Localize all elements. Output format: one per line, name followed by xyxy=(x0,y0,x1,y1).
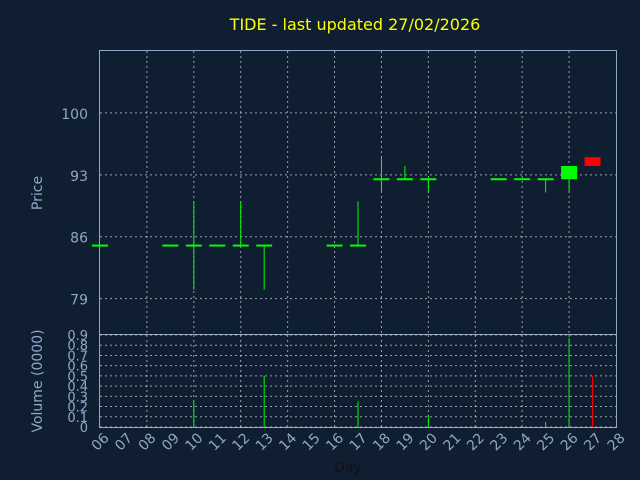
candle xyxy=(561,165,578,193)
candle xyxy=(350,201,366,247)
x-tick-label: 24 xyxy=(511,430,535,454)
price-y-tick-label: 79 xyxy=(70,293,88,309)
volume-y-tick-label: 0 xyxy=(80,421,88,436)
candle-body xyxy=(350,244,366,247)
price-y-axis-label: Price xyxy=(30,176,46,210)
x-tick-label: 19 xyxy=(394,430,418,454)
candle-body xyxy=(373,178,390,181)
volume-y-tick-label: 0.4 xyxy=(67,380,88,395)
x-tick-label: 22 xyxy=(464,430,488,454)
x-tick-label: 15 xyxy=(300,430,324,454)
candle xyxy=(162,244,179,247)
x-tick-label: 14 xyxy=(276,430,300,454)
volume-y-tick-label: 0.6 xyxy=(67,360,88,375)
x-tick-label: 10 xyxy=(183,430,207,454)
price-plot-frame xyxy=(99,50,617,335)
candle-body xyxy=(561,165,578,180)
x-tick-label: 26 xyxy=(558,430,582,454)
volume-y-tick-label: 0.7 xyxy=(67,349,88,364)
volume-plot-frame xyxy=(99,334,617,428)
candle xyxy=(209,244,226,247)
x-tick-label: 08 xyxy=(136,430,160,454)
x-tick-label: 13 xyxy=(253,430,277,454)
candle-body xyxy=(232,244,249,247)
x-tick-label: 09 xyxy=(159,430,183,454)
chart-title: TIDE - last updated 27/02/2026 xyxy=(229,15,481,34)
price-grid xyxy=(100,51,616,334)
x-tick-label: 20 xyxy=(417,430,441,454)
volume-y-tick-label: 0.8 xyxy=(67,339,88,354)
volume-y-tick-label: 0.1 xyxy=(67,411,88,426)
x-tick-label: 11 xyxy=(206,430,230,454)
candle-body xyxy=(185,244,202,247)
candle xyxy=(584,157,601,166)
candle-body xyxy=(92,244,108,247)
x-tick-label: 21 xyxy=(441,430,465,454)
volume-y-tick-label: 0.3 xyxy=(67,390,88,405)
volume-y-ticks: 00.10.20.30.40.50.60.70.80.9 xyxy=(67,329,88,436)
candle xyxy=(185,201,202,290)
candle xyxy=(490,178,507,181)
candle-body xyxy=(326,244,343,247)
candle xyxy=(537,178,554,193)
price-y-tick-label: 93 xyxy=(70,169,88,185)
candle-body xyxy=(537,178,554,181)
x-tick-label: 12 xyxy=(229,430,253,454)
price-y-tick-label: 86 xyxy=(70,231,88,247)
candle xyxy=(326,244,343,247)
price-y-ticks: 79 86 93 100 xyxy=(61,107,88,309)
volume-panel: 00.10.20.30.40.50.60.70.80.9 Volume (000… xyxy=(30,329,617,436)
candle-body xyxy=(396,178,413,181)
candle-body xyxy=(256,244,273,247)
x-tick-label: 18 xyxy=(370,430,394,454)
candles xyxy=(92,157,601,290)
price-y-tick-label: 100 xyxy=(61,107,88,123)
candle-body xyxy=(490,178,507,181)
candle xyxy=(373,157,390,193)
x-tick-label: 27 xyxy=(581,430,605,454)
x-axis-label: Day xyxy=(334,460,362,476)
candle-body xyxy=(420,178,437,181)
candle xyxy=(92,244,108,247)
volume-y-axis-label: Volume (0000) xyxy=(30,329,46,432)
volume-y-tick-label: 0.5 xyxy=(67,370,88,385)
x-tick-label: 16 xyxy=(323,430,347,454)
candle-body xyxy=(209,244,226,247)
x-tick-label: 23 xyxy=(487,430,511,454)
price-panel: 79 86 93 100 Price xyxy=(30,50,617,335)
x-tick-label: 17 xyxy=(347,430,371,454)
volume-y-tick-label: 0.9 xyxy=(67,329,88,344)
x-tick-label: 06 xyxy=(89,430,113,454)
candle xyxy=(396,165,413,181)
x-axis-ticks: 06 07 08 09 10 11 12 13 14 15 16 17 18 19 20 21 22 23 24 25… xyxy=(89,430,629,454)
volume-bars xyxy=(193,338,594,427)
candle-body xyxy=(514,178,531,181)
x-tick-label: 25 xyxy=(534,430,558,454)
candle xyxy=(514,178,531,181)
x-tick-label: 07 xyxy=(112,430,136,454)
candle-body xyxy=(162,244,179,247)
candle-body xyxy=(584,157,601,166)
x-tick-label: 28 xyxy=(605,430,629,454)
candle xyxy=(420,178,437,193)
volume-y-tick-label: 0.2 xyxy=(67,401,88,416)
candle xyxy=(256,244,273,290)
candle xyxy=(232,201,249,247)
